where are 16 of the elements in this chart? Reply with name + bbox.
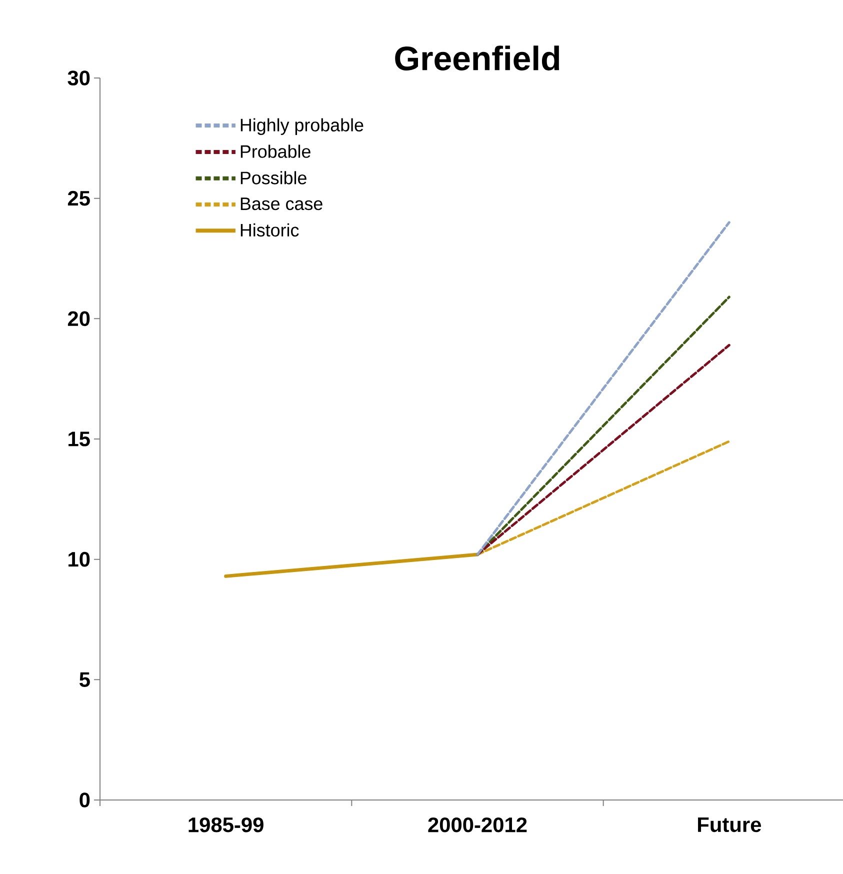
legend-label: Probable: [240, 144, 310, 158]
y-tick-label: 10: [68, 552, 90, 567]
x-tick-label: 2000-2012: [428, 817, 527, 832]
x-tick-label: Future: [698, 817, 762, 832]
y-tick-label: 30: [68, 70, 90, 86]
legend-label: Base case: [240, 198, 322, 210]
y-tick-label: 0: [80, 792, 90, 808]
chart-title: Greenfield: [395, 46, 560, 70]
x-tick-label: 1985-99: [188, 817, 264, 832]
y-tick-label: 15: [68, 432, 90, 446]
legend-label: Possible: [240, 171, 306, 184]
y-tick-label: 20: [68, 311, 90, 326]
legend-label: Historic: [240, 223, 299, 237]
y-tick-label: 5: [80, 672, 90, 687]
y-tick-label: 25: [68, 190, 90, 206]
legend-label: Highly probable: [240, 118, 364, 135]
